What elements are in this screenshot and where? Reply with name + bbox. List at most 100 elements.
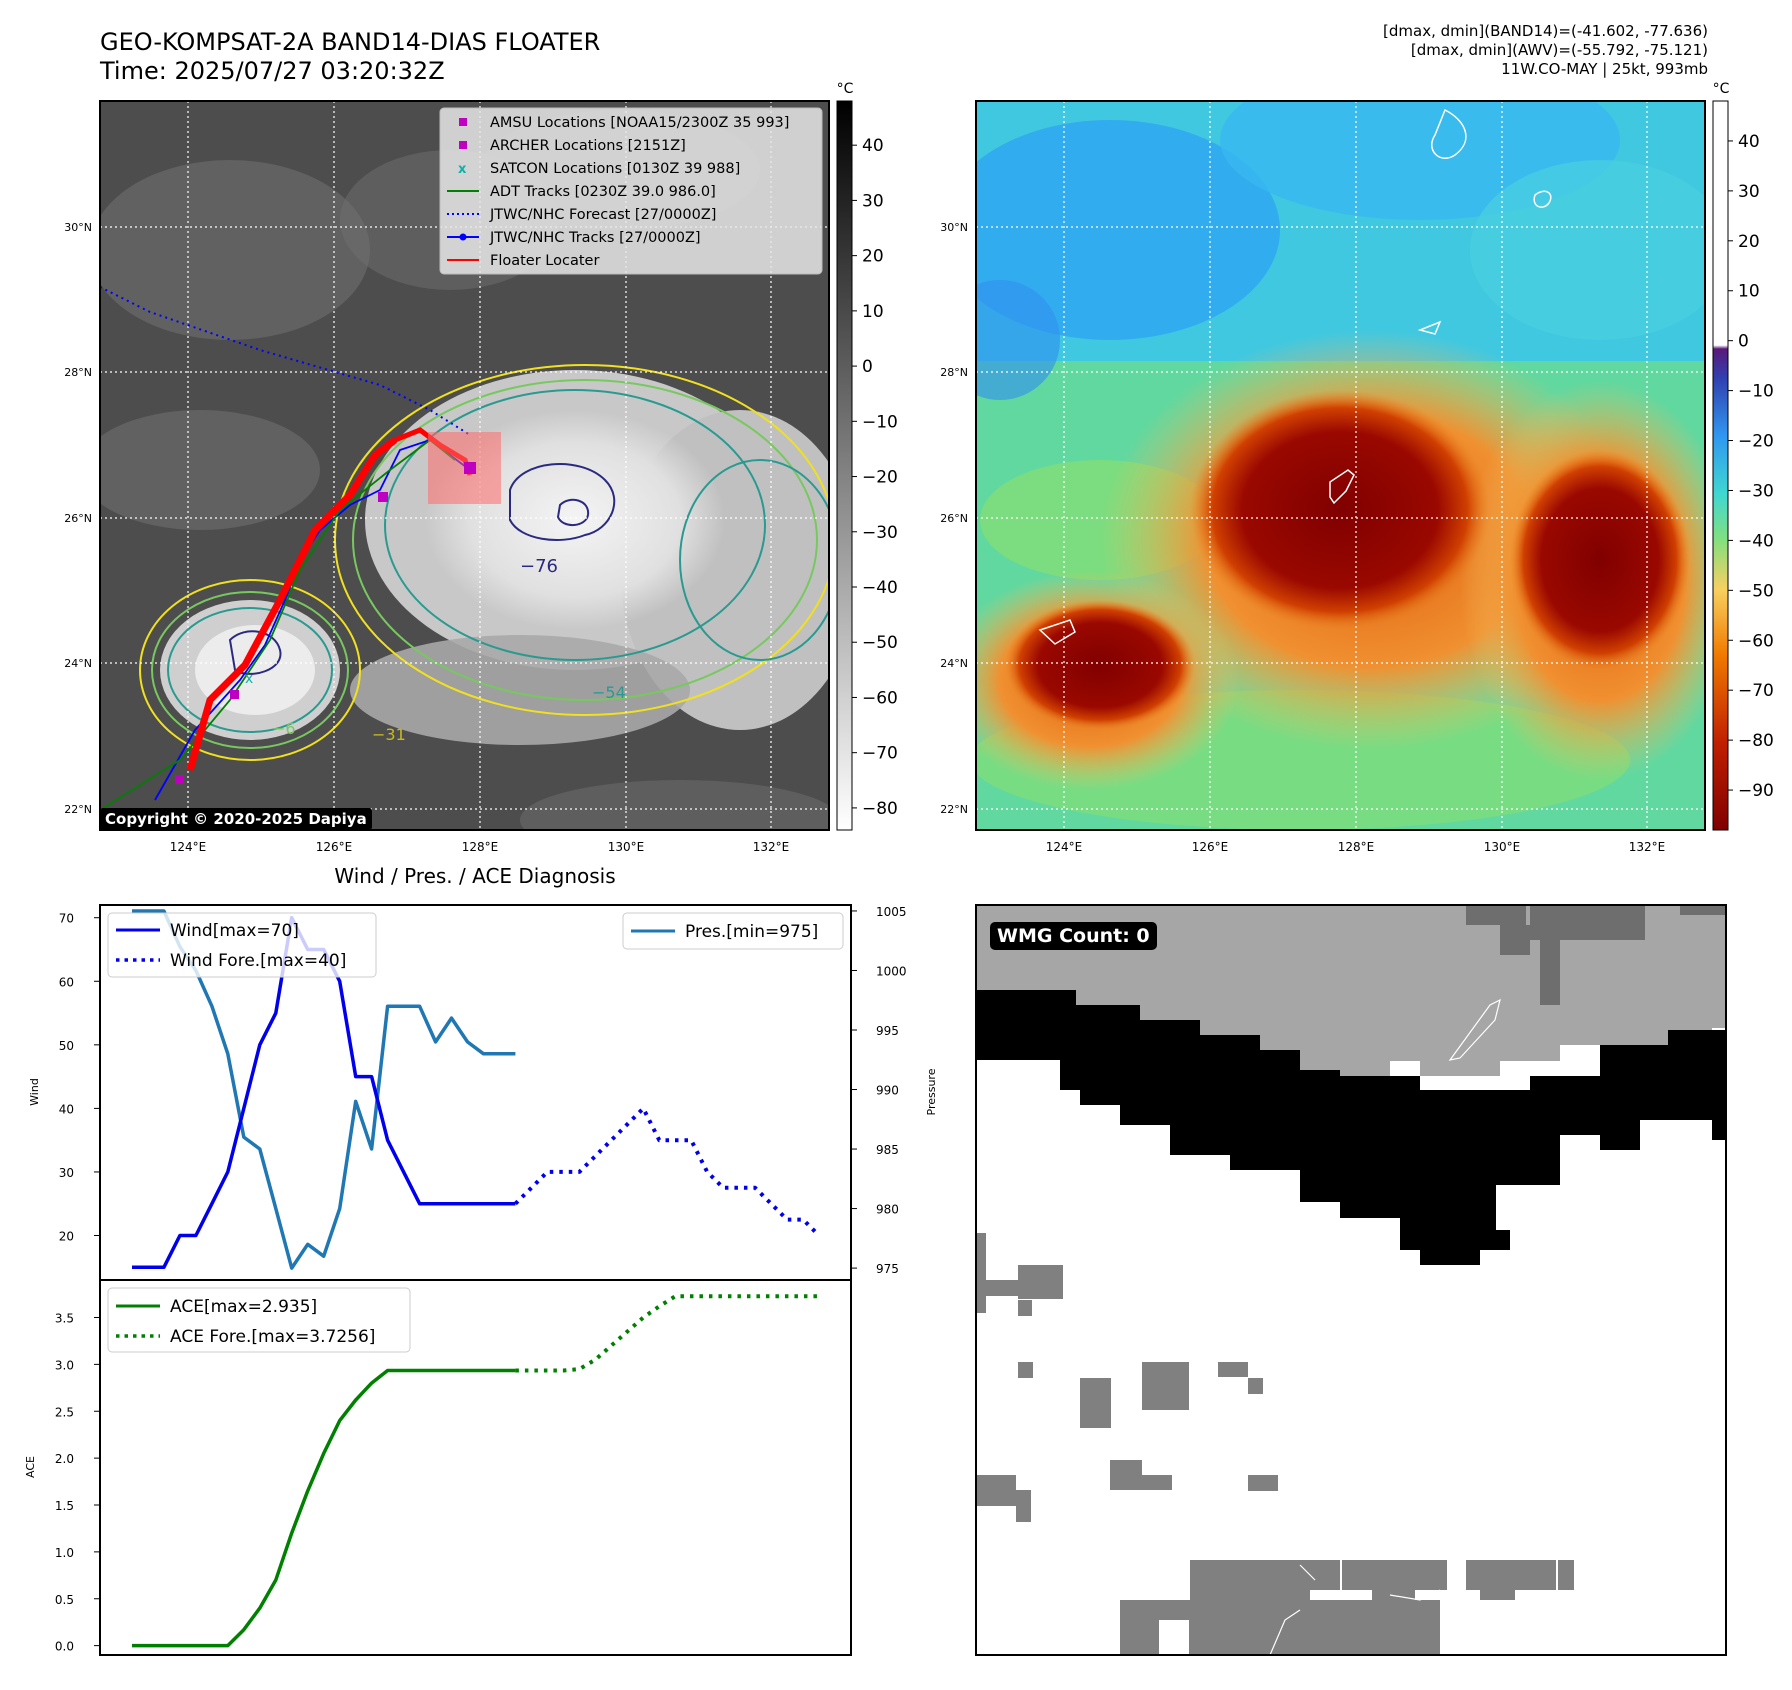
legend-entry: Floater Locater [490,253,599,269]
colorbar-tick-label: 0 [1738,332,1749,352]
lon-label: 128°E [462,840,499,854]
wmg-count-label: WMG Count: 0 [990,922,1157,950]
contour-label: −31 [372,725,406,744]
ace-forecast-series-line [515,1294,819,1373]
contour-teal [384,389,766,661]
colorbar-tick-label: −10 [1738,382,1774,402]
colorbar-tick-label: −70 [862,744,898,764]
diagnosis-panel: Wind / Pres. / ACE Diagnosis Wind Pressu… [24,864,938,1656]
pressure-tick-label: 985 [876,1143,899,1157]
contour-yellow [334,364,829,716]
colorbar-tick-label: −60 [862,688,898,708]
pressure-legend: Pres.[min=975] [622,912,844,950]
colorbar-tick-label: −90 [1738,781,1774,801]
ace-tick-label: 2.5 [55,1405,74,1419]
ace-tick-label: 2.0 [55,1452,74,1466]
colorbar-tick-label: −30 [862,523,898,543]
wind-legend: Wind[max=70] Wind Fore.[max=40] [107,912,377,978]
awv-core [1190,390,1490,630]
legend-marker [459,118,467,126]
ace-legend: ACE[max=2.935] ACE Fore.[max=3.7256] [107,1287,411,1353]
legend-wind: Wind[max=70] [170,921,299,941]
legend-entry: ARCHER Locations [2151Z] [490,138,686,154]
awv-gridlines [976,101,1705,830]
lat-label: 22°N [64,803,92,816]
floater-locater-line [186,437,398,771]
colorbar-tick-label: 30 [862,191,884,211]
legend-entry: AMSU Locations [NOAA15/2300Z 35 993] [490,115,789,131]
legend-entry: JTWC/NHC Tracks [27/0000Z] [489,230,701,246]
ir-colorbar [836,100,853,831]
colorbar-tick-label: −80 [1738,731,1774,751]
legend-ace: ACE[max=2.935] [170,1297,317,1317]
ir-colorbar-unit: °C [837,81,854,97]
pressure-tick-label: 990 [876,1084,899,1098]
colorbar-tick-label: −50 [1738,581,1774,601]
colorbar-tick-label: 40 [862,136,884,156]
ace-tick-label: 0.0 [55,1640,74,1654]
awv-colorbar-unit: °C [1713,81,1730,97]
legend-ace-fore: ACE Fore.[max=3.7256] [170,1327,375,1347]
pressure-tick-label: 1000 [876,964,907,978]
wind-tick-label: 60 [59,975,74,989]
info-line-1: [dmax, dmin](BAND14)=(-41.602, -77.636) [1383,22,1708,40]
ace-tick-label: 1.0 [55,1546,74,1560]
archer-marker [378,492,388,502]
colorbar-tick-label: −20 [1738,432,1774,452]
colorbar-tick-label: −40 [1738,531,1774,551]
ir-legend: AMSU Locations [NOAA15/2300Z 35 993] ARCH… [439,107,823,275]
ace-tick-label: 3.5 [55,1312,74,1326]
wind-tick-label: 70 [59,912,74,926]
legend-pres: Pres.[min=975] [685,922,818,942]
lat-label: 30°N [940,221,968,234]
wmg-black-region [976,990,1726,1265]
colorbar-tick-label: 10 [862,302,884,322]
colorbar-tick-label: −80 [862,799,898,819]
contour-label: −54 [592,683,626,702]
lat-label: 28°N [940,366,968,379]
pressure-tick-label: 980 [876,1203,899,1217]
legend-marker [459,141,467,149]
colorbar-tick-label: −30 [1738,481,1774,501]
jtwc-forecast-line [100,286,471,436]
colorbar-tick-label: 20 [862,247,884,267]
legend-entry: SATCON Locations [0130Z 39 988] [490,161,740,177]
lon-label: 130°E [1484,840,1521,854]
legend-wind-fore: Wind Fore.[max=40] [170,951,346,971]
wind-forecast-series-line [513,1106,821,1237]
wind-tick-label: 20 [59,1230,74,1244]
lon-label: 128°E [1338,840,1375,854]
wmg-frame [975,904,1727,1656]
lon-label: 124°E [1046,840,1083,854]
colorbar-tick-label: 10 [1738,282,1760,302]
colorbar-tick-label: −50 [862,633,898,653]
lon-label: 132°E [753,840,790,854]
lat-label: 28°N [64,366,92,379]
colorbar-tick-label: 20 [1738,232,1760,252]
colorbar-tick-label: −20 [862,468,898,488]
info-line-3: 11W.CO-MAY | 25kt, 993mb [1501,60,1708,78]
colorbar-tick-label: 40 [1738,132,1760,152]
awv-frame [975,100,1706,831]
lon-label: 126°E [1192,840,1229,854]
wind-tick-label: 50 [59,1039,74,1053]
ace-tick-label: 0.5 [55,1593,74,1607]
coastline [1448,998,1501,1061]
ir-frame [99,100,830,831]
lat-label: 24°N [64,657,92,670]
figure-info: [dmax, dmin](BAND14)=(-41.602, -77.636) … [1383,22,1708,79]
lon-label: 126°E [316,840,353,854]
contour-label: −76 [520,556,558,577]
colorbar-tick-label: −70 [1738,681,1774,701]
legend-marker: x [458,162,467,177]
wind-axis-label: Wind [28,1078,41,1106]
colorbar-tick-label: 0 [862,357,873,377]
pressure-tick-label: 1005 [876,905,907,919]
satcon-marker: x [245,671,253,687]
contour-green [352,379,818,701]
lon-label: 132°E [1629,840,1666,854]
title-line-2: Time: 2025/07/27 03:20:32Z [100,57,445,85]
lat-label: 26°N [940,512,968,525]
lat-label: 26°N [64,512,92,525]
diagnosis-title: Wind / Pres. / ACE Diagnosis [334,864,615,888]
